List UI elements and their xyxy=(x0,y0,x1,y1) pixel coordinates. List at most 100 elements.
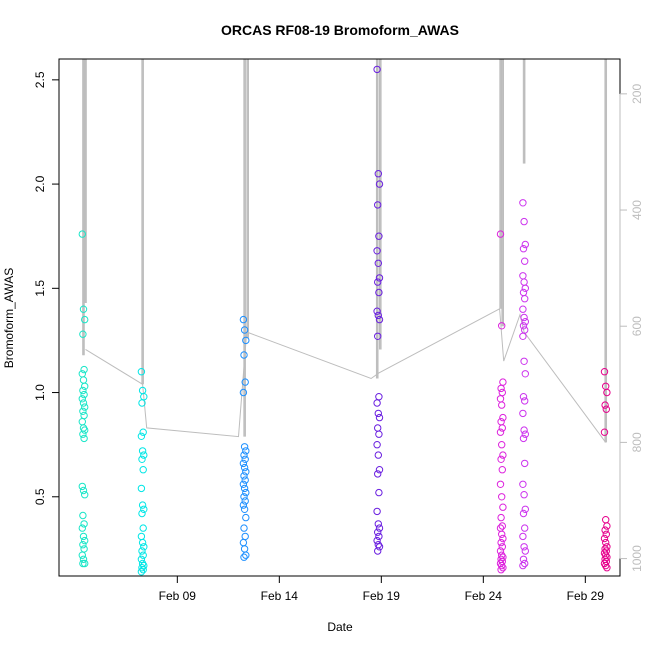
data-point xyxy=(242,468,250,476)
series-rf09 xyxy=(137,368,148,576)
data-point xyxy=(519,434,528,443)
data-point xyxy=(375,288,383,297)
data-point xyxy=(498,401,506,409)
data-point xyxy=(374,332,382,340)
data-point xyxy=(78,482,87,491)
data-point xyxy=(79,486,88,495)
data-point xyxy=(81,315,89,324)
data-point xyxy=(497,384,505,393)
data-point xyxy=(519,305,527,313)
data-point xyxy=(374,528,382,536)
series-rf11 xyxy=(373,65,384,555)
data-point xyxy=(520,426,528,434)
data-point xyxy=(373,507,381,516)
data-point xyxy=(240,351,248,359)
data-point xyxy=(374,170,382,178)
data-point xyxy=(496,480,505,488)
data-point xyxy=(373,441,381,449)
data-point xyxy=(600,428,609,436)
data-point xyxy=(240,484,249,493)
y2-tick-label: 400 xyxy=(630,200,644,220)
data-point xyxy=(374,451,382,459)
data-point xyxy=(239,315,248,324)
data-point xyxy=(499,564,507,572)
data-point xyxy=(519,332,527,340)
data-point xyxy=(519,322,528,330)
data-point xyxy=(78,418,87,426)
data-point xyxy=(81,382,89,390)
data-point xyxy=(79,330,87,338)
data-point xyxy=(138,501,147,509)
data-point xyxy=(521,559,529,568)
data-point xyxy=(497,418,505,426)
data-point xyxy=(374,311,382,320)
data-point xyxy=(521,459,529,468)
data-point xyxy=(79,430,87,438)
data-point xyxy=(498,322,506,330)
data-point xyxy=(138,399,146,407)
data-point xyxy=(374,520,382,528)
data-point xyxy=(496,428,505,436)
data-point xyxy=(240,524,248,532)
data-point xyxy=(521,430,529,438)
data-point xyxy=(78,551,87,559)
data-point xyxy=(241,532,249,541)
y-tick-label: 2.5 xyxy=(33,71,47,88)
data-point xyxy=(600,534,609,543)
data-point xyxy=(138,547,146,555)
data-point xyxy=(139,428,147,436)
data-point xyxy=(521,547,529,555)
data-point xyxy=(240,545,249,553)
series-rf08 xyxy=(78,230,89,568)
data-point xyxy=(375,488,383,497)
data-point xyxy=(239,501,248,509)
data-point xyxy=(520,313,528,322)
data-point xyxy=(240,443,249,451)
data-point xyxy=(240,463,249,472)
data-point xyxy=(240,553,248,561)
data-point xyxy=(373,247,381,255)
data-point xyxy=(374,201,382,209)
y-tick-label: 0.5 xyxy=(33,488,47,505)
data-point xyxy=(375,315,384,324)
data-point xyxy=(375,532,383,541)
data-point xyxy=(499,413,507,422)
data-point xyxy=(375,180,384,188)
data-point xyxy=(520,491,528,499)
data-point xyxy=(499,534,507,543)
data-points xyxy=(78,65,611,576)
data-point xyxy=(497,538,505,547)
data-point xyxy=(520,217,528,226)
data-point xyxy=(521,240,529,249)
x-tick-label: Feb 29 xyxy=(567,589,605,603)
data-point xyxy=(519,561,527,570)
data-point xyxy=(242,336,250,345)
y2-tick-label: 800 xyxy=(630,432,644,452)
data-point xyxy=(241,378,249,386)
data-point xyxy=(496,230,505,238)
data-point xyxy=(79,386,87,395)
data-point xyxy=(80,365,88,374)
data-point xyxy=(79,511,87,520)
data-point xyxy=(78,370,87,378)
data-point xyxy=(140,561,148,570)
data-point xyxy=(79,305,88,313)
x-axis-label: Date xyxy=(327,620,353,634)
data-point xyxy=(519,532,527,541)
data-point xyxy=(603,522,611,530)
data-point xyxy=(375,274,384,282)
y-tick-label: 1.5 xyxy=(33,280,47,297)
data-point xyxy=(499,451,507,459)
data-point xyxy=(137,484,146,493)
data-point xyxy=(498,424,506,432)
data-point xyxy=(600,368,609,376)
y2-tick-label: 200 xyxy=(630,84,644,104)
data-point xyxy=(374,409,382,418)
data-point xyxy=(80,434,88,443)
data-point xyxy=(79,541,87,549)
series-rf13 xyxy=(519,199,529,570)
data-point xyxy=(240,451,248,459)
data-point xyxy=(603,543,611,551)
data-point xyxy=(373,536,381,545)
